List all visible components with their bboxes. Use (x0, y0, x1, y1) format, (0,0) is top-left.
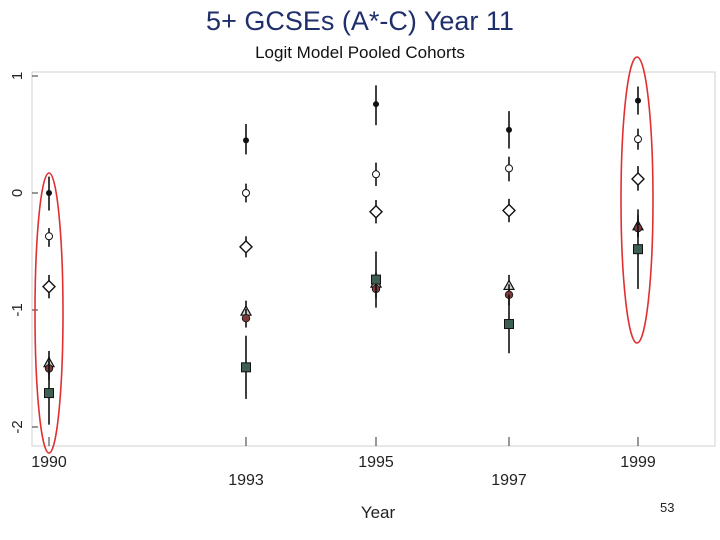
y-tick-label: -2 (9, 420, 26, 433)
data-point-diamond (239, 239, 253, 254)
data-point-diamond (42, 279, 56, 294)
plot-frame (31, 71, 716, 447)
data-point-filled-circle (46, 190, 52, 196)
data-point-open-circle (242, 189, 250, 197)
data-point-open-circle (372, 170, 380, 179)
highlight-ellipse (620, 56, 654, 344)
data-point-square (44, 388, 54, 399)
data-point-square (504, 319, 514, 330)
data-point-filled-circle (506, 126, 512, 133)
data-point-filled-circle (243, 137, 249, 144)
highlight-ellipse (34, 172, 64, 454)
data-point-diamond (631, 171, 645, 186)
y-tick-label: -1 (9, 303, 26, 316)
data-point-filled-circle (373, 101, 379, 108)
x-tick-label: 1990 (31, 454, 67, 471)
chart-subtitle: Logit Model Pooled Cohorts (255, 43, 465, 62)
data-point-filled-circle (635, 97, 641, 104)
x-tick-label: 1997 (491, 472, 527, 489)
data-point-red-circle (241, 313, 251, 323)
x-tick-label: 1993 (228, 472, 264, 489)
data-point-diamond (369, 204, 383, 219)
x-axis-label: Year (360, 503, 396, 522)
x-tick-label: 1995 (358, 454, 394, 471)
x-tick-label: 1999 (620, 454, 656, 471)
page-number: 53 (660, 500, 675, 515)
data-point-square (241, 362, 251, 373)
data-point-open-circle (634, 135, 642, 144)
data-point-square (371, 274, 381, 285)
data-point-open-circle (505, 164, 513, 173)
data-point-open-circle (45, 232, 53, 241)
chart-title: 5+ GCSEs (A*-C) Year 11 (206, 6, 514, 36)
y-tick-label: 1 (9, 72, 26, 80)
data-point-square (633, 244, 643, 255)
y-tick-label: 0 (9, 189, 26, 197)
data-point-diamond (502, 203, 516, 218)
